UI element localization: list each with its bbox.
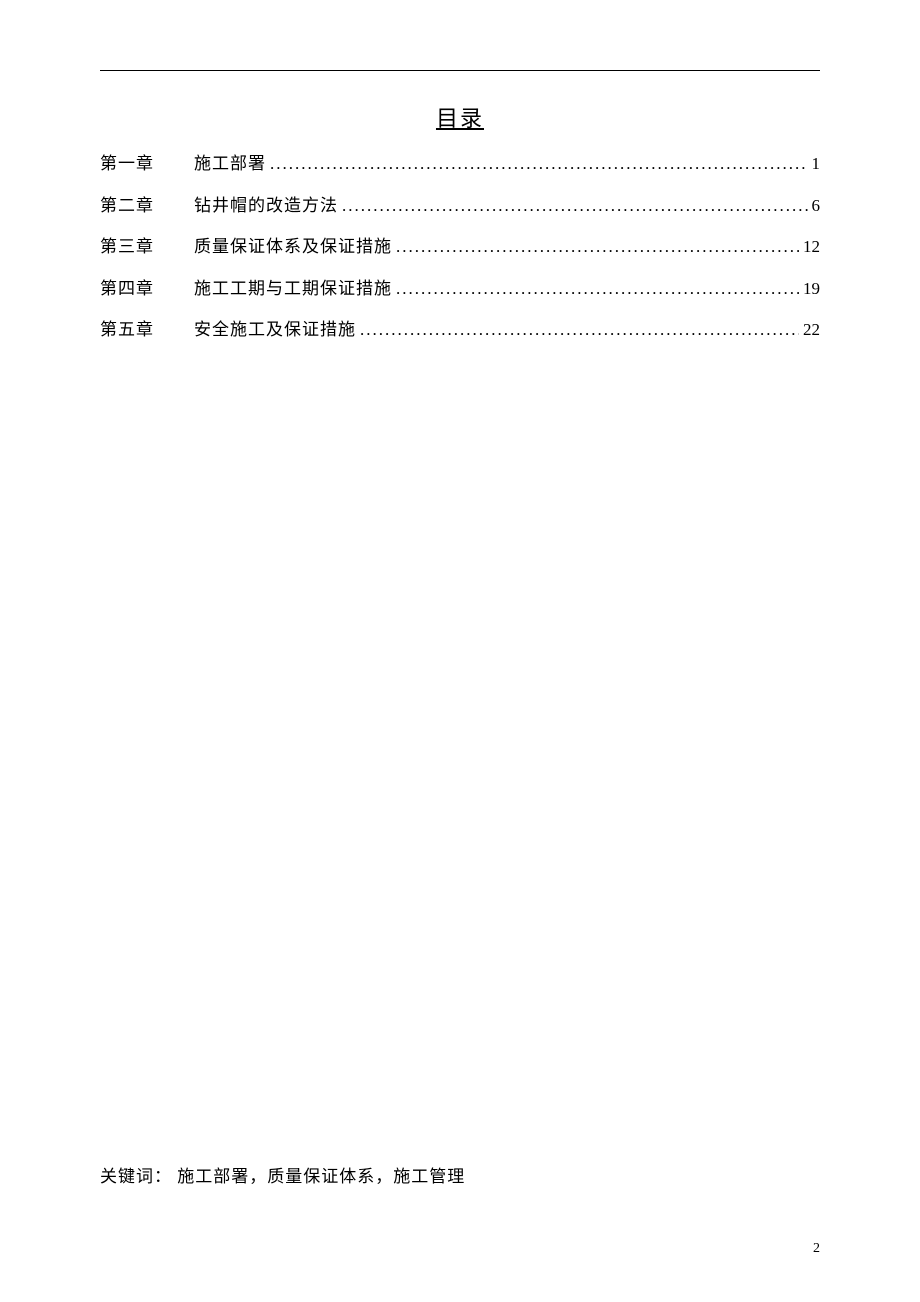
toc-entry: 第五章 安全施工及保证措施 ..........................… xyxy=(100,317,820,343)
toc-page-number: 6 xyxy=(812,193,821,219)
leader-dots: ........................................… xyxy=(396,234,799,260)
keywords-section: 关键词： 施工部署，质量保证体系，施工管理 xyxy=(100,1162,465,1187)
toc-page-number: 22 xyxy=(803,317,820,343)
toc-entry: 第四章 施工工期与工期保证措施 ........................… xyxy=(100,276,820,302)
chapter-title: 施工工期与工期保证措施 xyxy=(194,276,392,302)
chapter-title: 质量保证体系及保证措施 xyxy=(194,234,392,260)
leader-dots: ........................................… xyxy=(360,317,799,343)
page-number: 2 xyxy=(813,1241,820,1257)
page-container: 目录 第一章 施工部署 ............................… xyxy=(0,0,920,1302)
toc-page-number: 1 xyxy=(812,151,821,177)
chapter-label: 第一章 xyxy=(100,151,154,177)
chapter-title: 施工部署 xyxy=(194,151,266,177)
chapter-label: 第二章 xyxy=(100,193,154,219)
chapter-title: 钻井帽的改造方法 xyxy=(194,193,338,219)
toc-entry: 第一章 施工部署 ...............................… xyxy=(100,151,820,177)
toc-page-number: 19 xyxy=(803,276,820,302)
leader-dots: ........................................… xyxy=(396,276,799,302)
chapter-label: 第三章 xyxy=(100,234,154,260)
chapter-label: 第五章 xyxy=(100,317,154,343)
header-divider xyxy=(100,70,820,71)
toc-entry: 第二章 钻井帽的改造方法 ...........................… xyxy=(100,193,820,219)
chapter-title: 安全施工及保证措施 xyxy=(194,317,356,343)
chapter-label: 第四章 xyxy=(100,276,154,302)
page-title: 目录 xyxy=(100,101,820,133)
toc-list: 第一章 施工部署 ...............................… xyxy=(100,151,820,343)
leader-dots: ........................................… xyxy=(342,193,808,219)
toc-page-number: 12 xyxy=(803,234,820,260)
leader-dots: ........................................… xyxy=(270,151,808,177)
keywords-text: 施工部署，质量保证体系，施工管理 xyxy=(177,1167,465,1186)
toc-entry: 第三章 质量保证体系及保证措施 ........................… xyxy=(100,234,820,260)
keywords-label: 关键词： xyxy=(100,1167,172,1186)
